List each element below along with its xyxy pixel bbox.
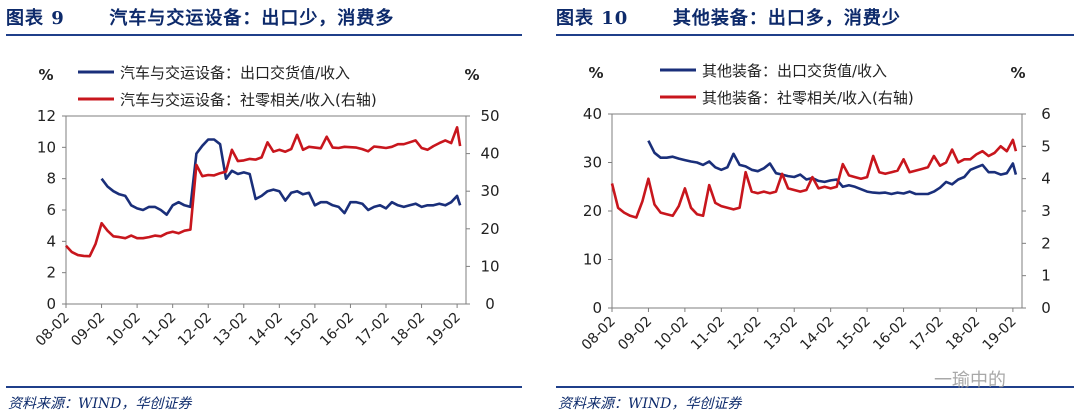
fig10-x-tick-label: 10-02 xyxy=(652,314,692,354)
fig10-x-tick-label: 14-02 xyxy=(797,314,837,354)
fig10-x-tick-label: 19-02 xyxy=(980,314,1020,354)
fig10-right-unit: % xyxy=(1010,64,1025,82)
fig10-plot-frame xyxy=(611,113,1023,309)
figure-10-bottom-rule xyxy=(556,386,1074,388)
fig9-x-tick-label: 16-02 xyxy=(317,310,357,350)
fig9-left-tick-label: 6 xyxy=(46,201,56,219)
fig9-x-tick-label: 12-02 xyxy=(175,310,215,350)
fig9-left-tick-label: 8 xyxy=(46,170,56,188)
fig10-x-tick-label: 13-02 xyxy=(761,314,801,354)
fig9-legend-label: 汽车与交运设备：出口交货值/收入 xyxy=(120,64,350,82)
fig9-x-tick-label: 19-02 xyxy=(424,310,464,350)
fig9-left-tick-label: 2 xyxy=(46,264,56,282)
fig10-x-tick-label: 12-02 xyxy=(725,314,765,354)
fig9-x-tick-label: 11-02 xyxy=(139,310,179,350)
fig10-x-tick-label: 18-02 xyxy=(943,314,983,354)
figure-10-title-prefix: 图表 10 xyxy=(556,8,629,29)
figure-9-source: 资料来源：WIND，华创证券 xyxy=(8,396,192,412)
fig9-left-unit: % xyxy=(38,66,53,84)
fig10-left-tick-label: 0 xyxy=(592,299,602,317)
fig10-x-tick-label: 08-02 xyxy=(579,314,619,354)
fig9-left-tick-label: 0 xyxy=(46,295,56,313)
fig10-left-tick-label: 10 xyxy=(583,251,602,269)
figure-9-title-prefix: 图表 9 xyxy=(6,8,65,29)
fig10-x-tick-label: 17-02 xyxy=(907,314,947,354)
fig10-x-tick-label: 16-02 xyxy=(870,314,910,354)
fig9-right-tick-label: 0 xyxy=(485,295,495,313)
fig10-left-tick-label: 40 xyxy=(583,105,602,123)
fig10-legend-label: 其他装备：出口交货值/收入 xyxy=(702,62,887,80)
fig10-legend-label: 其他装备：社零相关/收入(右轴) xyxy=(702,89,914,107)
fig9-x-tick-label: 15-02 xyxy=(282,310,322,350)
fig10-x-tick-label: 11-02 xyxy=(688,314,728,354)
fig9-right-tick-label: 10 xyxy=(480,257,499,275)
fig9-series-line-secondary xyxy=(65,126,462,258)
figure-10-panel: 图表 10 其他装备：出口多，消费少 0 10 20 30 40 0 1 2 3 4 5 6 08-02… xyxy=(552,0,1080,420)
fig10-right-tick-label: 3 xyxy=(1041,202,1051,220)
figure-10-title: 图表 10 其他装备：出口多，消费少 xyxy=(556,4,901,30)
fig9-right-tick-label: 20 xyxy=(480,220,499,238)
fig9-left-tick-label: 10 xyxy=(37,138,56,156)
fig10-right-tick-label: 1 xyxy=(1041,267,1051,285)
fig9-x-tick-label: 10-02 xyxy=(104,310,144,350)
fig10-x-tick-label: 09-02 xyxy=(615,314,655,354)
fig10-right-tick-label: 4 xyxy=(1041,170,1051,188)
fig10-right-tick-label: 0 xyxy=(1041,299,1051,317)
fig9-x-tick-label: 08-02 xyxy=(33,310,73,350)
fig10-right-tick-label: 5 xyxy=(1041,137,1051,155)
fig10-left-unit: % xyxy=(588,64,603,82)
fig9-legend-label: 汽车与交运设备：社零相关/收入(右轴) xyxy=(120,91,377,109)
fig9-right-tick-label: 30 xyxy=(480,182,499,200)
fig10-right-tick-label: 2 xyxy=(1041,234,1051,252)
figure-9-panel: 图表 9 汽车与交运设备：出口少，消费多 0 2 4 6 8 10 12 0 10 20 30 40 5… xyxy=(0,0,525,420)
fig9-series-line-primary xyxy=(100,138,462,216)
fig10-series-line-primary xyxy=(647,140,1018,196)
fig9-right-unit: % xyxy=(464,66,479,84)
watermark-text: 一瑜中的 xyxy=(934,370,1006,391)
fig10-x-tick-label: 15-02 xyxy=(834,314,874,354)
fig10-left-tick-label: 20 xyxy=(583,202,602,220)
fig9-right-tick-label: 50 xyxy=(480,107,499,125)
fig10-left-tick-label: 30 xyxy=(583,154,602,172)
fig9-x-tick-label: 09-02 xyxy=(68,310,108,350)
fig9-left-tick-label: 12 xyxy=(37,107,56,125)
figure-9-title: 图表 9 汽车与交运设备：出口少，消费多 xyxy=(6,4,394,30)
fig9-x-tick-label: 13-02 xyxy=(211,310,251,350)
figure-9-chart: 0 2 4 6 8 10 12 0 10 20 30 40 50 08-0209-0210-0211-02… xyxy=(33,64,500,350)
fig9-right-tick-label: 40 xyxy=(480,145,499,163)
fig9-left-tick-label: 4 xyxy=(46,232,56,250)
fig9-x-tick-label: 14-02 xyxy=(246,310,286,350)
figure-9-top-rule xyxy=(6,34,522,36)
fig9-x-tick-label: 17-02 xyxy=(353,310,393,350)
figure-10-source: 资料来源：WIND，华创证券 xyxy=(558,396,742,412)
fig9-x-tick-label: 18-02 xyxy=(388,310,428,350)
figure-9-bottom-rule xyxy=(6,386,522,388)
fig10-series-line-secondary xyxy=(610,138,1018,219)
figure-10-top-rule xyxy=(556,34,1074,36)
figure-10-chart: 0 10 20 30 40 0 1 2 3 4 5 6 08-0209-0210-0211-0212-0… xyxy=(579,62,1051,354)
figure-10-title-text: 其他装备：出口多，消费少 xyxy=(672,8,901,29)
figure-9-title-text: 汽车与交运设备：出口少，消费多 xyxy=(109,8,395,29)
fig10-right-tick-label: 6 xyxy=(1041,105,1051,123)
